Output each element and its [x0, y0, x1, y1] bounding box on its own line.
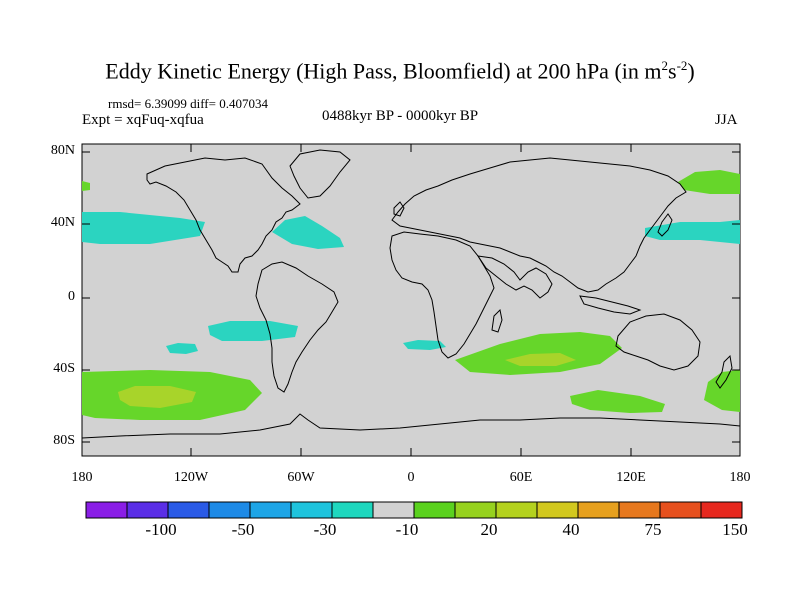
cyan-west-pacific — [645, 220, 740, 244]
green-bering — [678, 170, 740, 194]
lon-label-0: 0 — [407, 470, 415, 485]
cyan-north-pacific — [82, 212, 205, 244]
colorbar-swatch — [454, 501, 497, 519]
coastline-north-america — [146, 157, 301, 273]
coastline-eurasia — [391, 157, 687, 293]
colorbar-swatch — [700, 501, 743, 519]
colorbar-swatch — [618, 501, 661, 519]
colorbar-swatch — [249, 501, 292, 519]
cyan-north-atlantic — [272, 216, 344, 249]
colorbar-swatch — [290, 501, 333, 519]
period-label: 0488kyr BP - 0000kyr BP — [322, 108, 479, 124]
coastline-indonesia — [579, 295, 642, 315]
lon-label-60e: 60E — [509, 470, 533, 485]
lon-label-60w: 60W — [287, 470, 315, 485]
lon-label-120e: 120E — [616, 470, 646, 485]
lon-label-120w: 120W — [173, 470, 209, 485]
colorbar-label-minus10: -10 — [395, 520, 419, 539]
lat-label-0: 0 — [68, 289, 75, 304]
colorbar-swatch — [536, 501, 579, 519]
coastline-south-asia — [476, 255, 553, 299]
colorbar-label-150: 150 — [722, 520, 748, 539]
green-east-edge — [704, 370, 740, 412]
axis-ticks — [82, 144, 740, 456]
colorbar-label-75: 75 — [644, 520, 662, 539]
colorbar-swatch — [208, 501, 251, 519]
cyan-south-atlantic — [403, 340, 446, 350]
yellowgreen-indian-ocean — [505, 353, 576, 366]
coastline-greenland — [289, 149, 351, 199]
colorbar-label-minus50: -50 — [231, 520, 255, 539]
colorbar-label-40: 40 — [562, 520, 580, 539]
coastline-madagascar — [491, 308, 503, 333]
rmsd-diff-label: rmsd= 6.39099 diff= 0.407034 — [108, 96, 268, 111]
colorbar-swatch — [372, 501, 415, 519]
season-label: JJA — [715, 112, 738, 128]
cyan-south-pacific-1 — [208, 321, 298, 341]
coastlines — [81, 149, 741, 439]
coastline-new-zealand — [715, 354, 733, 389]
colorbar-swatch — [659, 501, 702, 519]
colorbar-label-20: 20 — [480, 520, 498, 539]
colorbar-label-minus30: -30 — [313, 520, 337, 539]
coastline-antarctica — [81, 413, 741, 439]
experiment-label: Expt = xqFuq-xqfua — [82, 112, 204, 128]
cyan-south-pacific-2 — [166, 343, 198, 354]
coastline-africa — [389, 231, 495, 359]
green-south-indian-2 — [570, 390, 665, 413]
lat-label-40n: 40N — [50, 215, 75, 230]
coastline-south-america — [255, 261, 339, 393]
lat-label-80n: 80N — [50, 143, 75, 158]
green-west-edge — [82, 181, 90, 191]
colorbar-swatch — [577, 501, 620, 519]
green-indian-ocean — [455, 332, 622, 375]
lon-label-180-west: 180 — [71, 470, 93, 485]
colorbar-swatch — [495, 501, 538, 519]
anomaly-fields — [82, 170, 740, 420]
colorbar-label-minus100: -100 — [145, 520, 177, 539]
colorbar-swatch — [85, 501, 128, 519]
colorbar-swatch — [126, 501, 169, 519]
yellowgreen-south-pacific — [118, 386, 196, 408]
colorbar-swatch — [331, 501, 374, 519]
coastline-uk — [393, 201, 405, 217]
colorbar-swatch — [413, 501, 456, 519]
coastline-japan — [657, 213, 673, 237]
colorbar-swatch — [167, 501, 210, 519]
lon-label-180-east: 180 — [729, 470, 751, 485]
lat-label-40s: 40S — [53, 361, 75, 376]
coastline-australia — [615, 313, 701, 371]
colorbar — [85, 501, 743, 519]
chart-title: Eddy Kinetic Energy (High Pass, Bloomfie… — [105, 58, 695, 84]
lat-label-80s: 80S — [53, 433, 75, 448]
